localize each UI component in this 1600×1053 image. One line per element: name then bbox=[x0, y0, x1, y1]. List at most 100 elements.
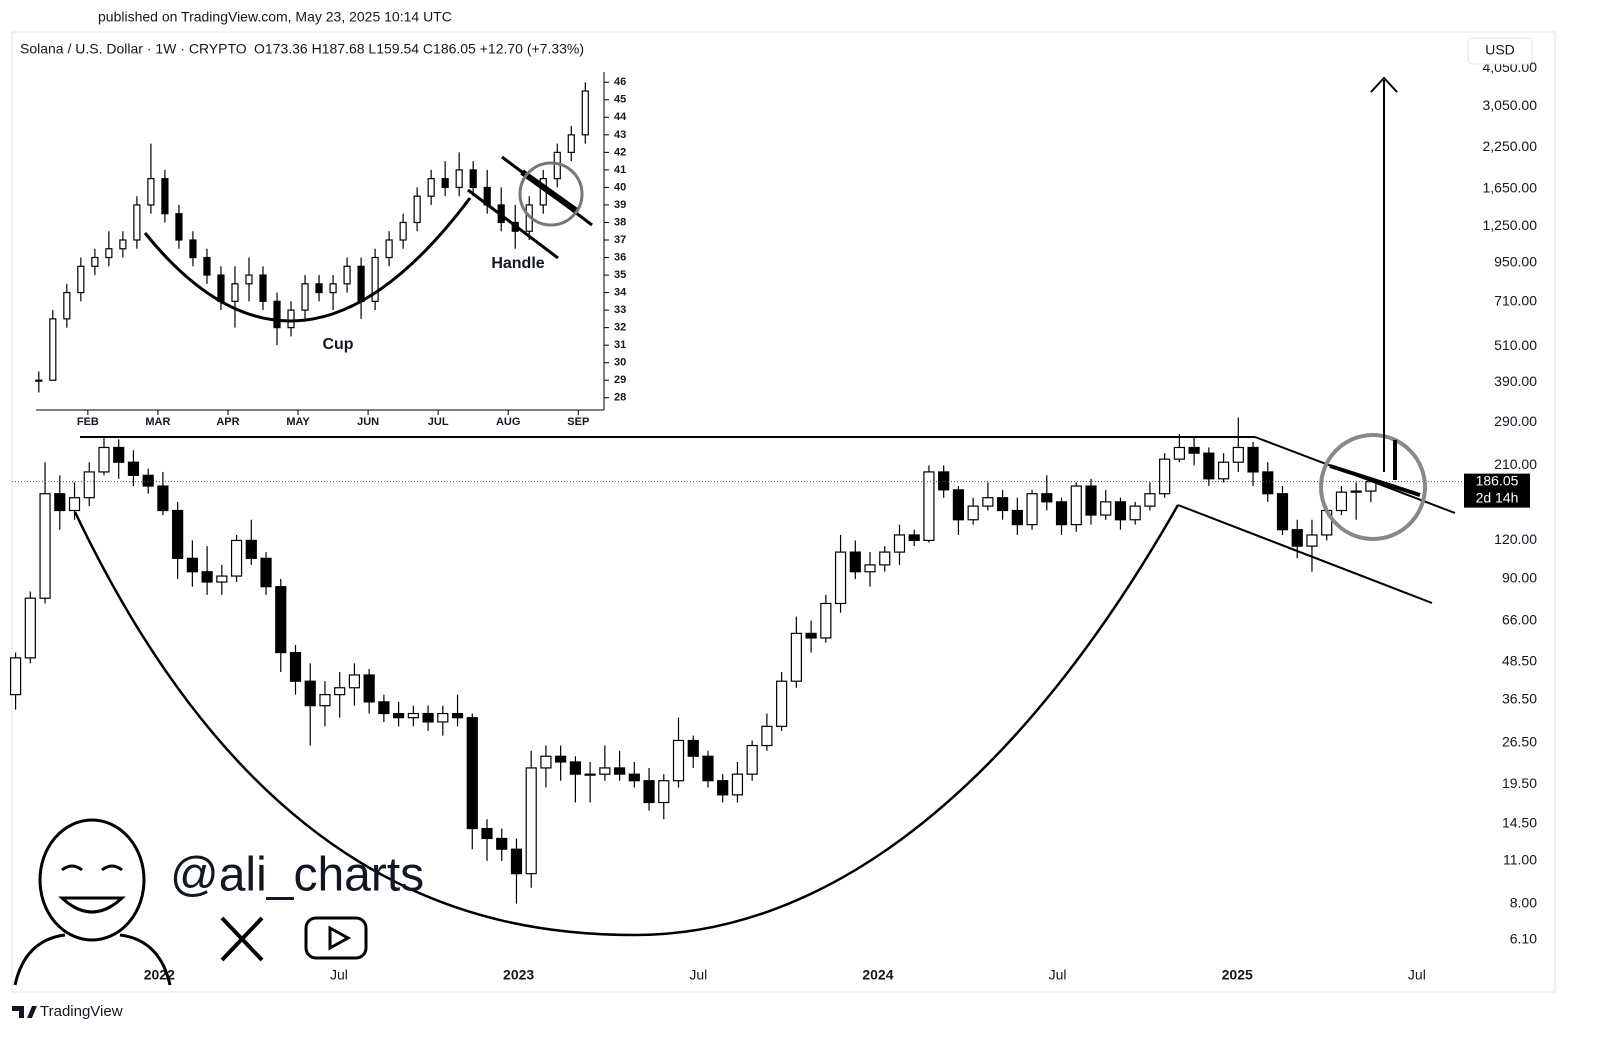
breakout-circle bbox=[1319, 433, 1427, 541]
candle-body bbox=[175, 213, 183, 241]
arrow-head bbox=[1370, 76, 1398, 93]
candle-body bbox=[1070, 485, 1082, 526]
x-tick-label: MAY bbox=[286, 416, 310, 428]
candle-body bbox=[643, 780, 655, 804]
candle-body bbox=[790, 632, 802, 682]
candle-body bbox=[1217, 461, 1230, 480]
candle-body bbox=[717, 780, 729, 796]
y-tick-label: 11.00 bbox=[1503, 852, 1537, 868]
candle-body bbox=[1114, 501, 1127, 521]
y-tick-label: 3,050.00 bbox=[1483, 97, 1538, 113]
brand: TradingView bbox=[40, 1003, 123, 1020]
currency[interactable]: USD bbox=[1485, 42, 1515, 58]
inset-circle bbox=[518, 161, 584, 227]
candle-body bbox=[849, 551, 861, 573]
candle-body bbox=[407, 712, 419, 719]
y-tick-label: 6.10 bbox=[1510, 931, 1537, 947]
y-tick-label: 36.50 bbox=[1502, 691, 1537, 707]
y-tick-label: 48.50 bbox=[1502, 653, 1537, 669]
x-logo bbox=[220, 916, 264, 962]
candle-body bbox=[613, 767, 626, 775]
x-tick-label: FEB bbox=[77, 416, 99, 428]
x-tick-label: Jul bbox=[689, 967, 707, 983]
y-tick-label: 36 bbox=[614, 251, 626, 263]
candle-body bbox=[997, 497, 1009, 512]
symbol: Solana / U.S. Dollar · 1W · CRYPTO bbox=[20, 41, 247, 57]
y-tick-label: 710.00 bbox=[1494, 293, 1537, 309]
y-tick-label: 66.00 bbox=[1502, 611, 1537, 627]
x-tick-label: 2025 bbox=[1222, 967, 1253, 983]
chrome: Solana / U.S. Dollar · 1W · CRYPTO O173.… bbox=[12, 37, 1533, 1020]
candle-body bbox=[776, 680, 788, 727]
candle-body bbox=[879, 551, 891, 566]
youtube-frame bbox=[304, 916, 368, 960]
inset-handle-lower bbox=[467, 188, 559, 260]
candle-body bbox=[273, 300, 281, 329]
candle-body bbox=[1335, 491, 1348, 512]
candle-body bbox=[216, 575, 228, 583]
ohlc-summary: O173.36 H187.68 L159.54 C186.05 +12.70 (… bbox=[254, 41, 584, 57]
candle-body bbox=[319, 694, 331, 707]
breakout-segment bbox=[1329, 464, 1421, 497]
candle-body bbox=[437, 712, 449, 723]
candle-body bbox=[938, 471, 950, 491]
candle-body bbox=[315, 283, 323, 294]
y-tick-label: 8.00 bbox=[1510, 894, 1537, 910]
candle-body bbox=[105, 248, 113, 259]
candle-body bbox=[658, 780, 670, 804]
y-tick-label: 1,650.00 bbox=[1483, 180, 1538, 196]
candle-body bbox=[805, 632, 817, 639]
candle-body bbox=[289, 651, 302, 682]
y-tick-label: 44 bbox=[614, 111, 627, 123]
candle-body bbox=[455, 169, 463, 189]
candle-body bbox=[540, 755, 552, 769]
handle-label: Handle bbox=[491, 255, 544, 272]
candle-body bbox=[761, 725, 773, 747]
y-tick-label: 950.00 bbox=[1494, 254, 1537, 270]
inset-cup bbox=[143, 197, 472, 323]
y-tick-label: 26.50 bbox=[1502, 734, 1537, 750]
youtube-play bbox=[328, 925, 352, 951]
candle-body bbox=[68, 497, 81, 512]
candle-body bbox=[172, 509, 184, 559]
candle-body bbox=[1188, 446, 1200, 454]
price-tag bbox=[1464, 473, 1530, 508]
candle-body bbox=[982, 497, 994, 507]
candle-body bbox=[24, 597, 36, 659]
inset-drawings: Cup Handle bbox=[143, 155, 593, 353]
candle-body bbox=[127, 461, 140, 476]
watermark: @ali_charts bbox=[170, 849, 424, 902]
candle-body bbox=[1262, 471, 1274, 495]
inset-chart: 28 29 30 31 32 33 34 35 36 37 38 39 40 41 42 43 44 45 46 FE… bbox=[14, 64, 642, 432]
x-icon bbox=[220, 916, 264, 962]
candle-body bbox=[731, 773, 744, 796]
candle-body bbox=[385, 239, 393, 259]
candle-body bbox=[348, 674, 361, 689]
avatar-shoulders bbox=[13, 933, 172, 986]
y-tick-label: 120.00 bbox=[1494, 531, 1537, 547]
y-tick-label: 390.00 bbox=[1494, 373, 1537, 389]
x-tick-label: 2023 bbox=[503, 967, 534, 983]
candle-body bbox=[1159, 458, 1171, 495]
candle-body bbox=[1055, 501, 1068, 526]
candle-body bbox=[39, 493, 51, 599]
y-tick-label: 46 bbox=[614, 76, 626, 88]
candle-body bbox=[567, 134, 575, 153]
candle-body bbox=[422, 712, 434, 723]
youtube-logo bbox=[304, 916, 368, 960]
candle-body bbox=[304, 680, 316, 707]
candle-body bbox=[275, 586, 287, 654]
candle-body bbox=[113, 446, 125, 463]
candle-body bbox=[1247, 446, 1259, 473]
main-chart: 4,050.003,050.002,250.001,650.001,250.00… bbox=[9, 59, 1538, 983]
currency-button[interactable] bbox=[1467, 37, 1533, 65]
candle-body bbox=[525, 767, 537, 875]
x-tick-label: JUN bbox=[357, 416, 379, 428]
y-tick-label: 31 bbox=[614, 339, 626, 351]
candle-body bbox=[91, 256, 99, 267]
candle-body bbox=[469, 169, 477, 189]
y-tick-label: 33 bbox=[614, 304, 626, 316]
tradingview-logo: TradingView bbox=[12, 1003, 123, 1020]
